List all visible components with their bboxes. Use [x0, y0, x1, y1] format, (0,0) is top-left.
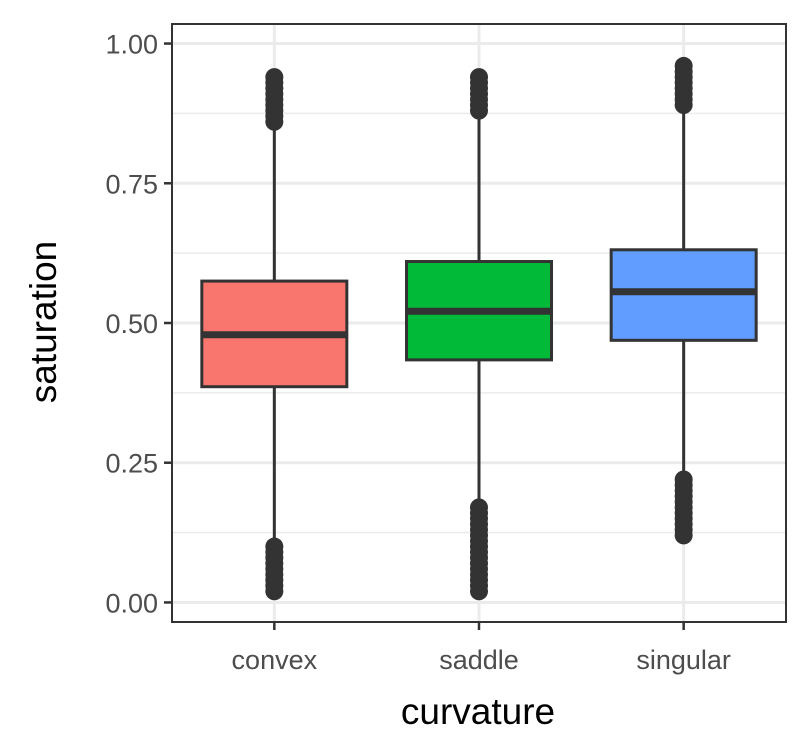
y-tick-label: 0.25 — [105, 449, 158, 479]
x-tick-label: convex — [232, 645, 318, 675]
outlier — [470, 68, 488, 87]
y-tick-label: 0.75 — [105, 169, 158, 199]
plot-area: 0.00 0.25 0.50 0.75 1.00 convex saddle singular — [105, 23, 787, 675]
outlier — [265, 537, 284, 556]
y-tick-label: 0.50 — [105, 309, 158, 339]
x-tick-label: singular — [636, 645, 731, 675]
x-axis-label: curvature — [401, 691, 555, 732]
outlier — [674, 56, 693, 75]
outlier — [470, 498, 488, 517]
outlier — [674, 470, 693, 489]
outlier — [265, 68, 284, 87]
y-tick-label: 0.00 — [105, 588, 158, 618]
y-tick-label: 1.00 — [105, 30, 158, 60]
panel-border — [171, 23, 787, 623]
x-tick-label: saddle — [439, 645, 519, 675]
y-axis-label: saturation — [23, 241, 64, 404]
